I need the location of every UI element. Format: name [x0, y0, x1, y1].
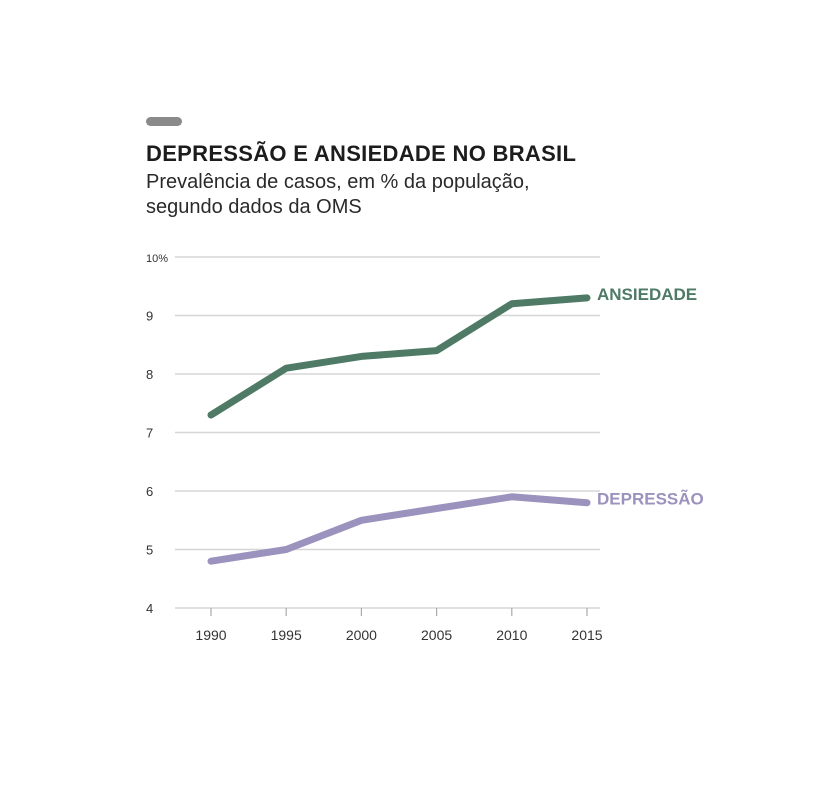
x-tick-label: 2015 [571, 627, 602, 643]
y-tick-label: 9 [146, 309, 153, 324]
chart-title: DEPRESSÃO E ANSIEDADE NO BRASIL [146, 141, 577, 166]
series-line-depressão [207, 493, 591, 565]
series-label-depressão: DEPRESSÃO [597, 489, 704, 509]
y-tick-label: 7 [146, 426, 153, 441]
x-tick-label: 1995 [271, 627, 302, 643]
x-tick-label: 2010 [496, 627, 527, 643]
x-tick-label: 2000 [346, 627, 377, 643]
y-tick-label: 8 [146, 367, 153, 382]
y-tick-label: 6 [146, 484, 153, 499]
accent-bar [146, 117, 182, 126]
y-tick-label: 5 [146, 543, 153, 558]
subtitle-line-1: Prevalência de casos, em % da população, [146, 171, 530, 193]
x-tick-label: 1990 [195, 627, 226, 643]
series-label-ansiedade: ANSIEDADE [597, 285, 697, 304]
x-tick-label: 2005 [421, 627, 452, 643]
chart-subtitle: Prevalência de casos, em % da população,… [146, 170, 706, 220]
subtitle-line-2: segundo dados da OMS [146, 196, 362, 218]
y-tick-label: 10% [146, 253, 168, 265]
series-line-ansiedade [207, 294, 591, 419]
y-tick-label: 4 [146, 601, 153, 616]
